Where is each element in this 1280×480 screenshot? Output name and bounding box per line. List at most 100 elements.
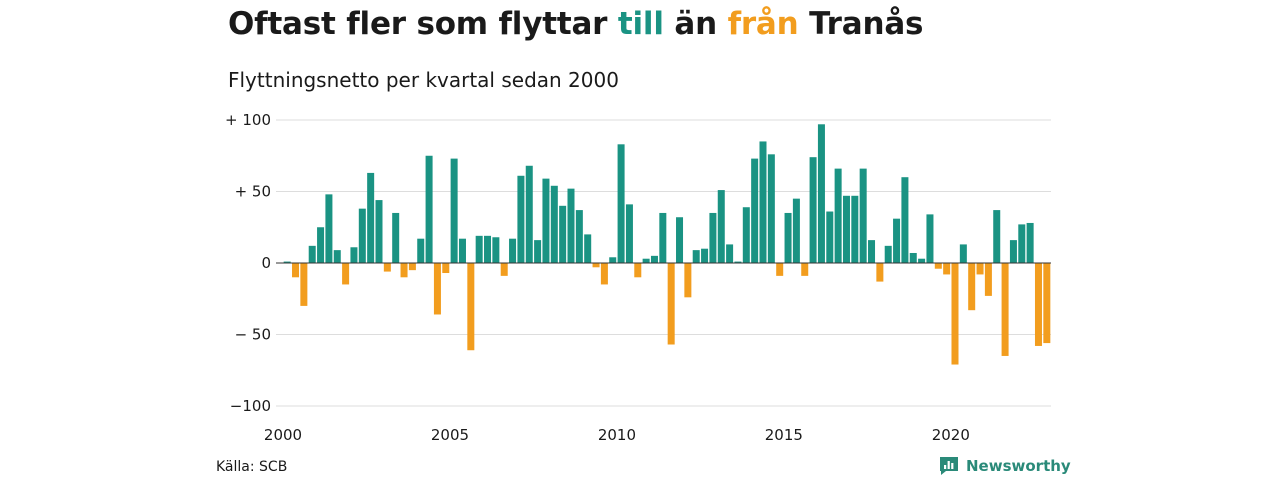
bar [968, 263, 976, 311]
bar [500, 263, 508, 276]
bar [826, 211, 834, 263]
bar [951, 263, 959, 365]
bar [717, 190, 725, 263]
chart-title: Oftast fler som flyttar till än från Tra… [228, 6, 924, 42]
bar [484, 235, 492, 263]
bar [709, 212, 717, 263]
source-note: Källa: SCB [216, 459, 288, 475]
bar [642, 258, 650, 263]
bar [1001, 263, 1009, 356]
bar [701, 248, 709, 263]
bar [342, 263, 350, 285]
bar [517, 175, 525, 263]
bar-chart: + 100 + 50 0 − 50 −100 2000 2005 2010 2015 2020 [225, 111, 1051, 444]
x-tick-label: 2000 [264, 426, 302, 444]
bar [984, 263, 992, 296]
bar [584, 234, 592, 263]
bar [1026, 222, 1034, 263]
x-tick-label: 2020 [932, 426, 970, 444]
bar [742, 207, 750, 263]
x-tick-label: 2010 [598, 426, 636, 444]
y-tick-label: −100 [230, 397, 271, 415]
bar [959, 244, 967, 263]
y-tick-label: + 50 [235, 183, 271, 201]
x-tick-label: 2005 [431, 426, 469, 444]
bar [667, 263, 675, 345]
bar [751, 158, 759, 263]
bar [851, 195, 859, 263]
bar [809, 157, 817, 263]
y-tick-label: − 50 [235, 326, 271, 344]
bar [1018, 224, 1026, 263]
bar [625, 204, 633, 263]
bar [776, 263, 784, 276]
y-tick-label: 0 [261, 254, 271, 272]
bar [692, 250, 700, 263]
bar [1034, 263, 1042, 346]
bar [943, 263, 951, 275]
bar [442, 263, 450, 274]
bar [918, 258, 926, 263]
bar [367, 172, 375, 263]
bar [734, 261, 742, 263]
bar [659, 212, 667, 263]
bar [458, 238, 466, 263]
bar [450, 158, 458, 263]
bar [300, 263, 308, 306]
newsworthy-logo-icon [940, 457, 958, 475]
bar [567, 188, 575, 263]
x-tick-label: 2015 [765, 426, 803, 444]
y-tick-label: + 100 [225, 111, 271, 129]
bar [634, 263, 642, 278]
bar [433, 263, 441, 315]
bar [784, 212, 792, 263]
bar [1009, 240, 1017, 263]
title-part-1: Oftast fler som flyttar [228, 6, 618, 42]
bar [425, 155, 433, 263]
bar [650, 255, 658, 263]
bar [325, 194, 333, 263]
bar [759, 141, 767, 263]
bar [550, 185, 558, 263]
bars [283, 124, 1051, 365]
bar [726, 244, 734, 263]
gridlines [276, 119, 1051, 407]
bar [676, 217, 684, 263]
bar [408, 263, 416, 271]
bar [417, 238, 425, 263]
bar [308, 245, 316, 263]
bar [467, 263, 475, 351]
bar [283, 261, 291, 263]
bar [976, 263, 984, 275]
title-word-fran: från [727, 6, 799, 42]
bar [475, 235, 483, 263]
bar [993, 210, 1001, 263]
bar [901, 177, 909, 263]
bar [559, 205, 567, 263]
bar [859, 168, 867, 263]
bar [617, 144, 625, 263]
x-axis: 2000 2005 2010 2015 2020 [264, 426, 970, 444]
bar [684, 263, 692, 298]
brand[interactable]: Newsworthy [938, 455, 1071, 477]
bar [792, 198, 800, 263]
bar [600, 263, 608, 285]
bar [509, 238, 517, 263]
title-part-2: än [663, 6, 728, 42]
bar [350, 247, 358, 263]
bar [767, 154, 775, 263]
chart-subtitle: Flyttningsnetto per kvartal sedan 2000 [228, 68, 619, 92]
bar [868, 240, 876, 263]
bar [842, 195, 850, 263]
title-word-till: till [617, 6, 664, 42]
bar [317, 227, 325, 263]
bar [375, 200, 383, 263]
bar [333, 250, 341, 263]
bar [400, 263, 408, 278]
bar [492, 237, 500, 263]
bar [534, 240, 542, 263]
bar [884, 245, 892, 263]
bar [817, 124, 825, 263]
bar [383, 263, 391, 272]
bar [542, 178, 550, 263]
